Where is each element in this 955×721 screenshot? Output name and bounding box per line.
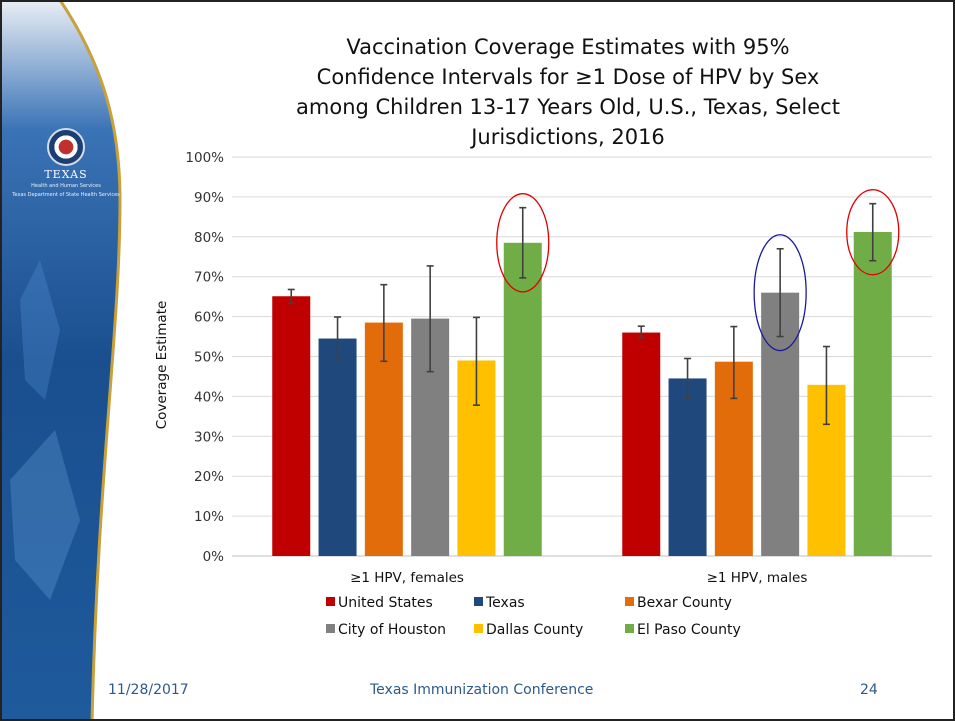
y-tick-label: 80% [194, 230, 224, 246]
category-label: ≥1 HPV, males [707, 570, 808, 586]
legend-swatch [326, 597, 335, 606]
highlight-ellipse [753, 234, 807, 352]
y-tick-label: 100% [185, 150, 224, 166]
y-tick-label: 90% [194, 190, 224, 206]
legend-swatch [326, 624, 335, 633]
texas-hhs-logo: TEXAS Health and Human Services Texas De… [10, 120, 122, 230]
x-axis-categories: ≥1 HPV, females ≥1 HPV, males [350, 570, 807, 586]
footer-date: 11/28/2017 [108, 682, 189, 698]
legend-label: El Paso County [637, 622, 741, 638]
legend-label: City of Houston [338, 622, 446, 638]
chart-title-line: Confidence Intervals for ≥1 Dose of HPV … [317, 65, 820, 89]
page-number: 24 [860, 682, 878, 698]
legend-item: City of Houston [326, 622, 446, 638]
logo-wordmark: TEXAS [44, 168, 88, 181]
bar [503, 242, 542, 556]
error-bars [287, 202, 877, 426]
legend-item: Bexar County [625, 595, 732, 611]
y-axis-title: Coverage Estimate [154, 301, 170, 430]
bar [318, 338, 357, 556]
legend-label: Bexar County [637, 595, 732, 611]
sidebar-decoration [0, 0, 122, 721]
legend-label: Texas [485, 595, 525, 611]
y-axis-ticks: 0% 10% 20% 30% 40% 50% 60% 70% 80% 90% 100% [185, 150, 224, 565]
bar [272, 296, 311, 556]
y-tick-label: 60% [194, 310, 224, 326]
y-tick-label: 70% [194, 270, 224, 286]
y-tick-label: 30% [194, 429, 224, 445]
y-tick-label: 40% [194, 389, 224, 405]
bar [622, 332, 661, 556]
texas-seal-icon [47, 128, 85, 166]
legend-swatch [625, 624, 634, 633]
category-label: ≥1 HPV, females [350, 570, 464, 586]
chart-title-line: among Children 13-17 Years Old, U.S., Te… [296, 95, 840, 119]
y-tick-label: 20% [194, 469, 224, 485]
y-tick-label: 50% [194, 350, 224, 366]
legend-item: Texas [474, 595, 525, 611]
chart-title-line: Jurisdictions, 2016 [469, 125, 665, 149]
highlight-ellipse [846, 189, 900, 276]
footer-title: Texas Immunization Conference [370, 682, 594, 698]
highlight-ellipse [496, 193, 550, 293]
y-tick-label: 0% [203, 549, 225, 565]
logo-line-1: Health and Human Services [31, 183, 101, 189]
chart-title: Vaccination Coverage Estimates with 95% C… [296, 35, 840, 149]
legend-item: El Paso County [625, 622, 741, 638]
highlight-ellipses [496, 189, 900, 352]
logo-line-2: Texas Department of State Health Service… [12, 192, 120, 198]
legend-swatch [474, 597, 483, 606]
bar [668, 378, 707, 556]
y-tick-label: 10% [194, 509, 224, 525]
legend-label: United States [338, 595, 433, 611]
bar [853, 232, 892, 556]
legend-swatch [474, 624, 483, 633]
bars [272, 232, 892, 556]
chart-title-line: Vaccination Coverage Estimates with 95% [346, 35, 789, 59]
legend-swatch [625, 597, 634, 606]
legend-label: Dallas County [486, 622, 583, 638]
legend-item: United States [326, 595, 433, 611]
legend-item: Dallas County [474, 622, 583, 638]
legend: United States Texas Bexar County City of Ho… [326, 595, 741, 638]
